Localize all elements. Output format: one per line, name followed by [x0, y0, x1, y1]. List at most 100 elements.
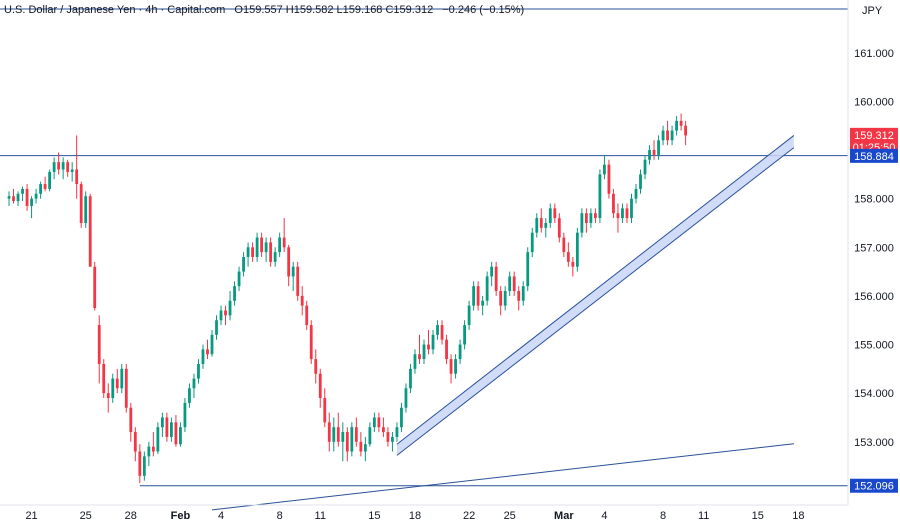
bullish-candle — [39, 181, 42, 199]
candle-body — [192, 378, 196, 389]
candle-body — [165, 417, 169, 437]
resistance-label: 158.884 — [854, 151, 894, 163]
candle-body — [354, 427, 358, 442]
time-tick-label: 18 — [792, 510, 804, 522]
bullish-candle — [454, 354, 457, 379]
time-tick-label: 8 — [660, 510, 666, 522]
rising-channel-lower — [396, 147, 795, 456]
bullish-candle — [197, 359, 200, 384]
price-axis[interactable]: 153.000 154.000 155.000 156.000 157.000 158.0… — [854, 48, 894, 449]
candle-body — [300, 295, 304, 306]
bullish-candle — [30, 196, 33, 219]
candle-body — [382, 427, 385, 433]
bearish-candle — [440, 320, 444, 345]
candle-body — [657, 140, 660, 155]
candle-body — [413, 354, 417, 369]
candle-body — [625, 208, 629, 219]
bullish-candle — [237, 266, 241, 292]
candle-body — [566, 252, 570, 262]
bearish-candle — [260, 232, 264, 257]
candle-body — [391, 436, 394, 442]
candle-body — [562, 237, 566, 253]
candle-body — [648, 150, 651, 160]
time-tick-label: 21 — [25, 510, 37, 522]
bullish-candle — [472, 281, 476, 311]
time-axis[interactable]: 21 25 28 Feb 4 8 11 15 18 22 25 Mar 4 8 11 15 18 — [25, 510, 804, 522]
bearish-candle — [494, 261, 498, 296]
bearish-candle — [133, 427, 137, 462]
bullish-candle — [246, 242, 250, 267]
bearish-candle — [79, 181, 83, 228]
bullish-candle — [548, 203, 552, 228]
bullish-candle — [639, 169, 642, 194]
candle-body — [508, 276, 512, 292]
candle-body — [179, 427, 182, 445]
bullish-candle — [485, 271, 489, 306]
bullish-candle — [341, 422, 345, 462]
candle-body — [147, 446, 151, 457]
candle-body — [639, 174, 642, 189]
bearish-candle — [75, 135, 79, 199]
candle-body — [377, 417, 381, 428]
bearish-candle — [512, 271, 516, 296]
bearish-candle — [386, 427, 390, 447]
bullish-candle — [675, 115, 678, 136]
bullish-candle — [156, 422, 160, 454]
candle-body — [368, 427, 372, 445]
bearish-candle — [12, 188, 15, 204]
candle-body — [7, 196, 11, 199]
bearish-candle — [93, 261, 97, 311]
bullish-candle — [264, 237, 268, 262]
bearish-candle — [206, 339, 209, 360]
support-label: 152.096 — [854, 481, 894, 493]
candle-body — [652, 150, 656, 155]
candle-body — [571, 261, 575, 267]
candle-body — [21, 188, 24, 194]
time-tick-label: Mar — [554, 510, 574, 522]
candle-body — [336, 427, 340, 442]
bullish-candle — [458, 339, 462, 364]
candle-body — [463, 325, 466, 345]
bearish-candle — [679, 113, 683, 131]
bullish-candle — [170, 417, 173, 442]
time-tick-label: 15 — [752, 510, 764, 522]
time-tick-label: 22 — [463, 510, 475, 522]
price-tick-label: 156.000 — [854, 291, 894, 303]
time-tick-label: 8 — [277, 510, 283, 522]
candle-body — [679, 120, 683, 126]
bearish-candle — [612, 188, 615, 219]
candle-body — [224, 310, 227, 316]
bullish-candle — [363, 436, 367, 462]
candle-body — [458, 344, 462, 360]
bullish-candle — [350, 422, 354, 457]
candles — [7, 113, 688, 484]
bearish-candle — [151, 432, 155, 457]
bullish-candle — [535, 213, 539, 238]
bullish-candle — [332, 417, 336, 452]
candle-body — [318, 373, 322, 399]
bearish-candle — [309, 320, 313, 364]
candle-body — [251, 247, 254, 257]
price-tick-label: 154.000 — [854, 388, 894, 400]
bullish-candle — [521, 281, 525, 306]
candle-body — [323, 398, 327, 423]
candle-body — [494, 266, 498, 292]
candle-body — [472, 286, 476, 306]
candle-body — [282, 237, 286, 248]
bearish-candle — [562, 232, 566, 257]
bearish-candle — [571, 257, 575, 277]
bearish-candle — [25, 184, 29, 211]
bullish-candle — [210, 329, 214, 357]
bullish-candle — [183, 398, 187, 433]
candle-body — [206, 349, 209, 355]
bearish-candle — [282, 218, 286, 253]
bullish-candle — [52, 157, 56, 180]
candle-body — [75, 169, 79, 185]
candle-body — [643, 159, 647, 175]
candle-body — [404, 388, 408, 408]
time-tick-label: Feb — [171, 510, 191, 522]
candle-body — [61, 162, 65, 170]
candle-body — [530, 232, 534, 253]
candle-body — [666, 130, 669, 141]
